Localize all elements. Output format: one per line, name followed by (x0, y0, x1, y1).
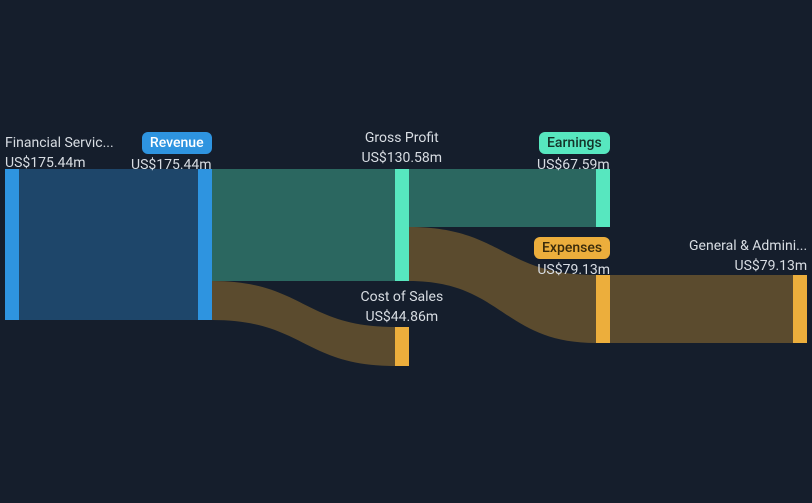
node-value: US$130.58m (362, 149, 443, 167)
node-value: US$67.59m (537, 156, 610, 174)
sankey-label-ga: General & Admini... US$79.13m (689, 237, 807, 275)
node-name: Financial Servic... (5, 135, 114, 151)
sankey-node-ga (793, 275, 807, 343)
sankey-node-revenue (198, 169, 212, 320)
node-name: Earnings (539, 132, 610, 154)
sankey-label-expenses: Expenses US$79.13m (534, 237, 610, 279)
node-value: US$79.13m (689, 257, 807, 275)
sankey-node-cost_of_sales (395, 327, 409, 366)
sankey-node-gross_profit (395, 169, 409, 281)
node-name: Gross Profit (365, 130, 439, 146)
sankey-label-cost_of_sales: Cost of Sales US$44.86m (361, 288, 444, 326)
sankey-link (409, 169, 596, 227)
sankey-link (610, 275, 793, 343)
node-value: US$44.86m (361, 308, 444, 326)
sankey-node-fin_serv (5, 169, 19, 320)
sankey-link (19, 169, 198, 320)
sankey-label-gross_profit: Gross Profit US$130.58m (362, 129, 443, 167)
node-name: Cost of Sales (361, 289, 444, 305)
sankey-label-fin_serv: Financial Servic... US$175.44m (5, 134, 114, 172)
sankey-node-earnings (596, 169, 610, 227)
node-value: US$175.44m (5, 154, 114, 172)
sankey-label-earnings: Earnings US$67.59m (537, 132, 610, 174)
sankey-label-revenue: Revenue US$175.44m (131, 132, 212, 174)
node-value: US$79.13m (534, 261, 610, 279)
sankey-node-expenses (596, 275, 610, 343)
node-name: Expenses (534, 237, 610, 259)
sankey-link (212, 169, 395, 281)
node-name: General & Admini... (689, 238, 807, 254)
node-value: US$175.44m (131, 156, 212, 174)
node-name: Revenue (142, 132, 212, 154)
